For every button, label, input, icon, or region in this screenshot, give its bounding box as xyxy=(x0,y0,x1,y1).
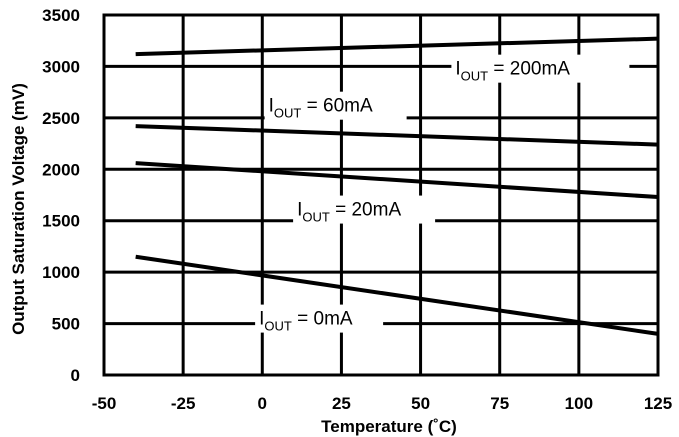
annotation-1: IOUT = 60mA xyxy=(264,91,407,121)
annotation-suffix: = 60mA xyxy=(301,96,373,117)
y-tick-label-6: 3000 xyxy=(42,57,80,76)
x-tick-label-1: -25 xyxy=(171,394,196,413)
y-tick-label-4: 2000 xyxy=(42,160,80,179)
annotation-suffix: = 20mA xyxy=(330,200,402,221)
annotation-bg-2 xyxy=(293,195,436,224)
annotation-3: IOUT = 0mA xyxy=(255,304,384,334)
annotation-prefix: I xyxy=(297,200,302,221)
y-axis-title: Output Saturation Voltage (mV) xyxy=(9,83,28,335)
series-line-1 xyxy=(135,124,659,147)
annotation-subscript: OUT xyxy=(264,319,292,334)
annotation-bg-1 xyxy=(264,91,407,120)
annotation-prefix: I xyxy=(455,59,460,80)
x-axis-title: Temperature (˚C) xyxy=(321,417,457,436)
y-tick-label-2: 1000 xyxy=(42,263,80,282)
annotation-label-1: IOUT = 60mA xyxy=(269,96,373,121)
x-tick-label-6: 100 xyxy=(565,394,593,413)
y-tick-label-0: 0 xyxy=(71,366,80,385)
annotation-label-0: IOUT = 200mA xyxy=(455,59,570,84)
annotation-prefix: I xyxy=(269,96,274,117)
annotation-label-2: IOUT = 20mA xyxy=(297,200,401,225)
series-lines xyxy=(135,36,659,336)
annotation-subscript: OUT xyxy=(302,210,330,225)
annotation-suffix: = 200mA xyxy=(488,59,570,80)
plot-frame xyxy=(102,13,660,377)
y-tick-label-7: 3500 xyxy=(42,6,80,25)
y-tick-label-5: 2500 xyxy=(42,109,80,128)
x-tick-label-4: 50 xyxy=(411,394,430,413)
annotation-label-3: IOUT = 0mA xyxy=(259,309,353,334)
x-tick-label-7: 125 xyxy=(644,394,672,413)
annotation-bg-3 xyxy=(255,304,384,333)
annotation-bg-0 xyxy=(451,54,630,83)
annotation-prefix: I xyxy=(259,309,264,330)
series-line-3 xyxy=(135,254,659,336)
x-tick-label-5: 75 xyxy=(490,394,509,413)
y-tick-label-1: 500 xyxy=(52,315,80,334)
x-tick-label-2: 0 xyxy=(258,394,267,413)
series-line-2 xyxy=(135,161,659,200)
x-tick-label-3: 25 xyxy=(332,394,351,413)
annotation-subscript: OUT xyxy=(274,106,302,121)
annotation-suffix: = 0mA xyxy=(292,309,353,330)
x-tick-label-0: -50 xyxy=(92,394,117,413)
annotation-subscript: OUT xyxy=(461,69,489,84)
tick-labels: -50 -25 0 25 50 75 100 125 0 500 1000 1500 2000 2500 3… xyxy=(42,6,672,413)
annotation-0: IOUT = 200mA xyxy=(451,54,630,84)
series-line-0 xyxy=(135,36,659,57)
annotation-2: IOUT = 20mA xyxy=(293,195,436,225)
y-tick-label-3: 1500 xyxy=(42,212,80,231)
